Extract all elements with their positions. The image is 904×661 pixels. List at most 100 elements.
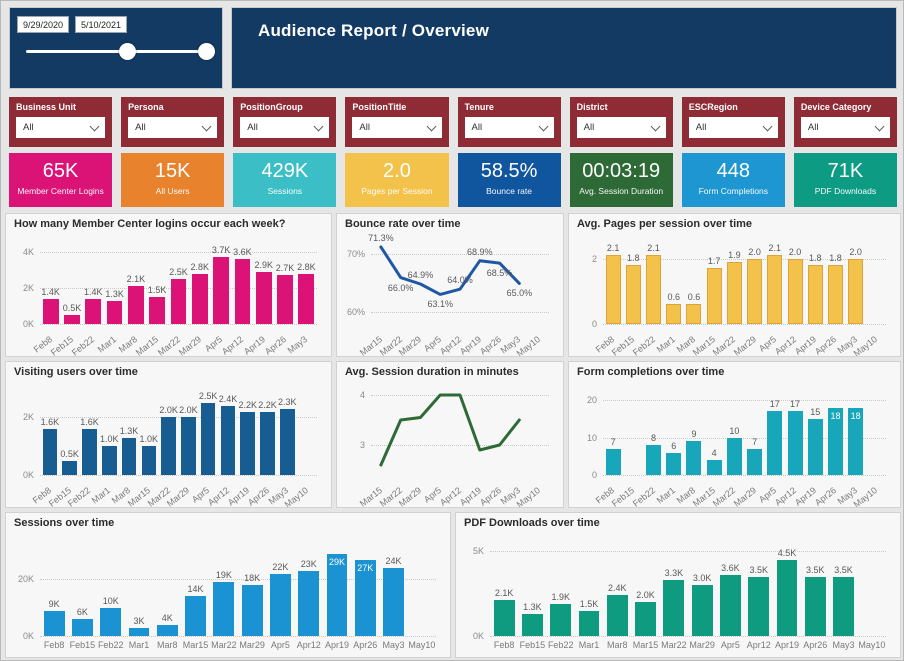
bar[interactable] [326,553,348,636]
bar[interactable] [691,585,713,636]
bar[interactable] [827,265,843,324]
bar[interactable] [747,258,763,324]
bar[interactable] [578,610,600,636]
kpi-member-center-logins[interactable]: 65K Member Center Logins [9,153,113,207]
bar[interactable] [234,259,251,324]
bar[interactable] [43,610,65,636]
bar[interactable] [85,298,102,324]
bar[interactable] [128,627,150,636]
date-start-input[interactable]: 9/29/2020 [17,16,69,33]
filter-position-title-select[interactable]: All [352,117,442,138]
bar[interactable] [776,559,798,636]
bar[interactable] [185,596,207,636]
bar[interactable] [64,315,80,324]
bar[interactable] [280,408,295,475]
bar[interactable] [71,619,93,636]
bar[interactable] [605,255,621,324]
bar[interactable] [807,265,823,324]
bar[interactable] [42,298,59,324]
date-range-slider-track[interactable] [26,50,210,53]
bar[interactable] [298,570,320,636]
filter-esc-region-select[interactable]: All [688,117,778,138]
bar[interactable] [298,273,315,324]
bar[interactable] [213,582,235,636]
bar[interactable] [550,603,572,636]
bar[interactable] [277,275,293,324]
bar[interactable] [706,268,722,324]
bar[interactable] [833,576,855,636]
bar[interactable] [686,304,702,324]
bar[interactable] [521,613,543,636]
kpi-pdf-downloads[interactable]: 71K PDF Downloads [793,153,897,207]
kpi-sessions[interactable]: 429K Sessions [233,153,337,207]
filter-position-group-select[interactable]: All [240,117,330,138]
bar[interactable] [848,258,864,324]
bar[interactable] [156,624,178,636]
bar[interactable] [804,576,826,636]
bar[interactable] [100,607,122,636]
bar[interactable] [706,460,722,475]
bar[interactable] [149,297,166,324]
bar[interactable] [220,405,236,475]
bar[interactable] [121,437,137,475]
bar[interactable] [106,300,123,324]
kpi-all-users[interactable]: 15K All Users [121,153,225,207]
filter-district-select[interactable]: All [576,117,666,138]
bar[interactable] [666,452,682,475]
bar[interactable] [354,559,376,636]
bar[interactable] [726,261,742,324]
bar[interactable] [269,573,291,636]
kpi-pages-per-session[interactable]: 2.0 Pages per Session [345,153,449,207]
bar[interactable] [170,279,187,324]
bar[interactable] [62,460,77,475]
bar[interactable] [181,417,196,475]
bar[interactable] [807,418,823,475]
bar[interactable] [128,286,144,324]
bar[interactable] [646,255,661,324]
bar[interactable] [161,417,176,475]
bar[interactable] [255,271,272,324]
bar[interactable] [726,437,742,475]
bar[interactable] [827,407,843,475]
bar[interactable] [719,574,741,636]
bar[interactable] [747,448,763,475]
filter-device-category-select[interactable]: All [800,117,890,138]
bar[interactable] [787,411,803,475]
kpi-form-completions[interactable]: 448 Form Completions [681,153,785,207]
bar[interactable] [606,595,628,636]
bar[interactable] [101,446,117,475]
date-end-input[interactable]: 5/10/2021 [75,16,127,33]
bar[interactable] [240,411,256,475]
bar[interactable] [663,579,685,636]
bar[interactable] [748,576,770,636]
bar[interactable] [635,602,657,636]
slider-thumb-end[interactable] [198,43,215,60]
kpi-bounce-rate[interactable]: 58.5% Bounce rate [457,153,561,207]
slider-thumb-start[interactable] [119,43,136,60]
filter-persona-select[interactable]: All [128,117,218,138]
filter-business-unit-select[interactable]: All [16,117,106,138]
bar[interactable] [383,568,405,636]
bar[interactable] [646,445,661,475]
bar[interactable] [666,304,682,324]
bar[interactable] [260,411,275,475]
bar[interactable] [605,448,621,475]
bar[interactable] [213,257,229,324]
bar[interactable] [787,258,803,324]
line-series[interactable] [345,381,555,502]
bar[interactable] [493,600,515,636]
bar[interactable] [82,428,97,475]
kpi-avg-session-duration[interactable]: 00:03:19 Avg. Session Duration [569,153,673,207]
bar[interactable] [848,407,864,475]
line-series[interactable] [345,233,555,351]
bar[interactable] [767,255,783,324]
filter-tenure-select[interactable]: All [464,117,554,138]
bar[interactable] [191,273,208,324]
bar[interactable] [625,265,641,324]
bar[interactable] [241,585,263,636]
bar[interactable] [200,402,216,475]
bar[interactable] [141,446,157,475]
bar[interactable] [686,441,702,475]
bar[interactable] [42,428,58,475]
bar[interactable] [767,411,783,475]
